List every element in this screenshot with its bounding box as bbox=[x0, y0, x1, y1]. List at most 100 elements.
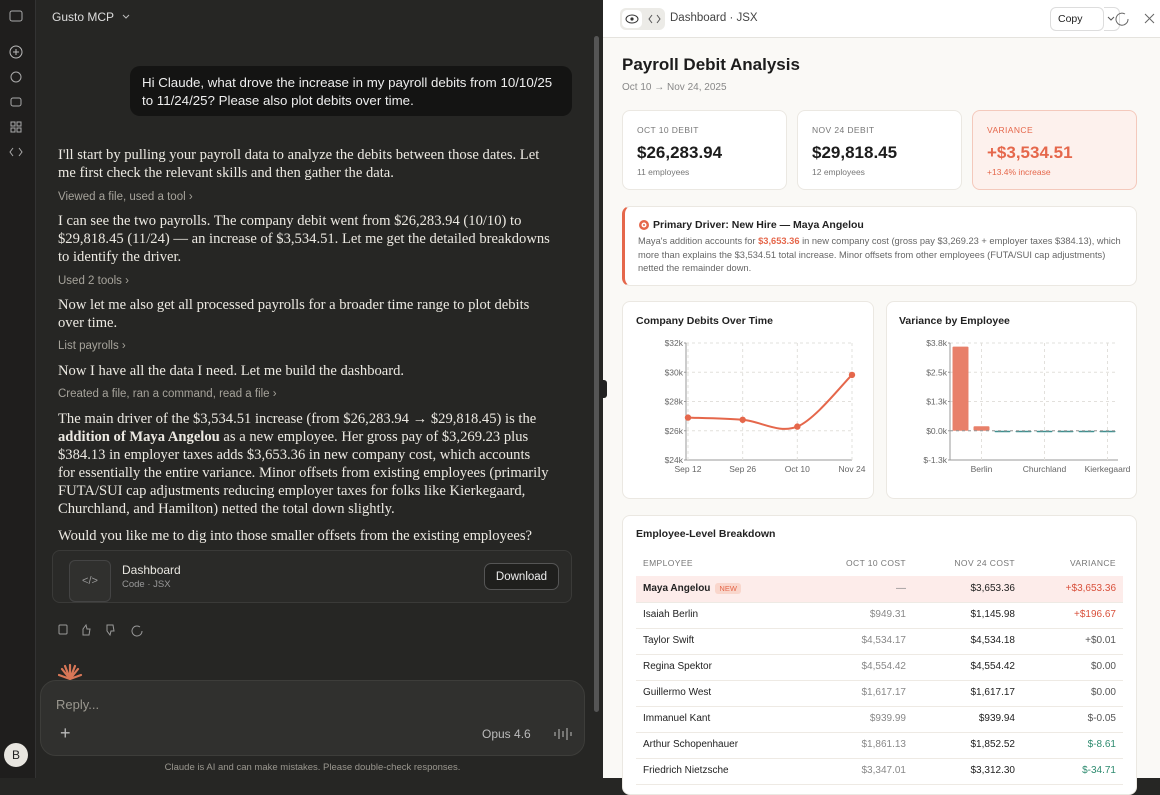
table-row: Immanuel Kant $939.99 $939.94 $-0.05 bbox=[636, 706, 1123, 733]
copy-label: Copy bbox=[1058, 13, 1083, 25]
tool-steps[interactable]: List payrolls bbox=[58, 340, 126, 352]
reply-input[interactable]: Reply... + Opus 4.6 bbox=[40, 680, 585, 756]
nov-24-cell: $3,653.36 bbox=[970, 583, 1016, 594]
table-row: Regina Spektor $4,554.42 $4,554.42 $0.00 bbox=[636, 654, 1123, 681]
variance-cell: +$0.01 bbox=[1085, 635, 1116, 646]
chart-title: Company Debits Over Time bbox=[636, 315, 773, 327]
variance-cell: +$3,653.36 bbox=[1065, 583, 1116, 594]
data-point bbox=[848, 371, 856, 379]
artifact-header: Dashboard · JSX Copy bbox=[603, 0, 1160, 38]
x-tick-label: Sep 26 bbox=[729, 464, 756, 474]
x-tick-label: Berlin bbox=[971, 464, 993, 474]
data-line bbox=[687, 374, 853, 430]
user-message: Hi Claude, what drove the increase in my… bbox=[130, 66, 572, 116]
column-header: VARIANCE bbox=[1069, 558, 1116, 568]
y-tick-label: $26k bbox=[665, 426, 684, 436]
scrollbar[interactable] bbox=[594, 36, 599, 712]
table-card bbox=[622, 515, 1137, 795]
highlight: $3,653.36 bbox=[758, 236, 800, 246]
employee-cell: Taylor Swift bbox=[643, 628, 803, 654]
text: Maya's addition accounts for bbox=[638, 236, 759, 246]
retry-icon[interactable] bbox=[131, 625, 143, 637]
code-thumbnail: </> bbox=[69, 560, 111, 602]
assistant-summary: The main driver of the $3,534.51 increas… bbox=[58, 410, 550, 518]
sidebar-icons: B bbox=[4, 10, 28, 767]
bar bbox=[952, 346, 969, 431]
y-tick-label: $0.0k bbox=[926, 426, 948, 436]
data-point bbox=[684, 414, 692, 421]
copy-menu[interactable] bbox=[1104, 7, 1120, 31]
download-button[interactable]: Download bbox=[484, 563, 559, 590]
refresh-icon[interactable] bbox=[1115, 12, 1129, 26]
oct-10-cell: $4,534.17 bbox=[861, 635, 907, 646]
variance-cell: +$196.67 bbox=[1074, 609, 1116, 620]
model-selector[interactable]: Opus 4.6 bbox=[482, 727, 531, 741]
artifacts-icon[interactable] bbox=[10, 121, 16, 127]
variance-cell: $-8.61 bbox=[1087, 739, 1116, 750]
kpi-note: 12 employees bbox=[812, 167, 865, 177]
x-tick-label: Kierkegaard bbox=[1085, 464, 1131, 474]
driver-title: Primary Driver: New Hire — Maya Angelou bbox=[653, 219, 864, 231]
artifact-title: Dashboard · JSX bbox=[670, 12, 758, 24]
table-row: Isaiah Berlin $949.31 $1,145.98 +$196.67 bbox=[636, 602, 1123, 629]
projects-icon[interactable] bbox=[10, 97, 22, 107]
artifact-title: Dashboard bbox=[122, 563, 181, 577]
y-tick-label: $28k bbox=[665, 397, 684, 407]
tool-steps[interactable]: Created a file, ran a command, read a fi… bbox=[58, 388, 277, 400]
artifact-card[interactable]: </> Dashboard Code · JSX Download bbox=[52, 550, 572, 603]
nov-24-cell: $4,554.42 bbox=[970, 661, 1016, 672]
employee-name: Regina Spektor bbox=[643, 661, 712, 672]
copy-button[interactable]: Copy bbox=[1050, 7, 1104, 31]
driver-callout: Primary Driver: New Hire — Maya Angelou … bbox=[622, 206, 1137, 286]
resize-handle[interactable] bbox=[600, 380, 607, 398]
text: The main driver of the $3,534.51 increas… bbox=[58, 411, 537, 427]
screen: B Gusto MCP Hi Claude, what drove the in… bbox=[0, 0, 1160, 778]
employee-cell: Immanuel Kant bbox=[643, 706, 803, 732]
message-actions bbox=[58, 623, 143, 637]
new-chat-icon[interactable] bbox=[9, 45, 23, 59]
employee-name: Immanuel Kant bbox=[643, 713, 711, 724]
bar bbox=[1036, 430, 1053, 433]
assistant-text: Now let me also get all processed payrol… bbox=[58, 297, 530, 331]
chats-icon[interactable] bbox=[10, 71, 22, 83]
x-tick-label: Churchland bbox=[1023, 464, 1067, 474]
nov-24-cell: $3,312.30 bbox=[970, 765, 1016, 776]
employee-cell: Isaiah Berlin bbox=[643, 602, 803, 628]
bar bbox=[1099, 430, 1116, 433]
tool-steps[interactable]: Used 2 tools bbox=[58, 275, 129, 287]
panel-actions bbox=[1115, 12, 1155, 26]
table-row: Arthur Schopenhauer $1,861.13 $1,852.52 $-8… bbox=[636, 732, 1123, 759]
nov-24-cell: $4,534.18 bbox=[970, 635, 1016, 646]
variance-cell: $0.00 bbox=[1090, 687, 1116, 698]
kpi-value: $26,283.94 bbox=[637, 143, 723, 162]
tool-steps[interactable]: Viewed a file, used a tool bbox=[58, 191, 193, 203]
kpi-card: NOV 24 DEBIT $29,818.45 12 employees bbox=[797, 110, 962, 190]
copy-icon[interactable] bbox=[58, 624, 68, 635]
employee-cell: Arthur Schopenhauer bbox=[643, 732, 803, 758]
employee-cell: Guillermo West bbox=[643, 680, 803, 706]
workspace-name[interactable]: Gusto MCP bbox=[52, 10, 115, 24]
data-point bbox=[794, 423, 801, 430]
thumbs-up[interactable] bbox=[82, 623, 91, 636]
view-toggle[interactable] bbox=[620, 8, 665, 30]
table-row: Guillermo West $1,617.17 $1,617.17 $0.00 bbox=[636, 680, 1123, 707]
toggle-sidebar-icon[interactable] bbox=[9, 10, 23, 22]
chart-card bbox=[886, 301, 1137, 499]
avatar[interactable] bbox=[4, 743, 28, 767]
column-header: EMPLOYEE bbox=[643, 558, 693, 568]
code-icon[interactable] bbox=[9, 147, 23, 157]
thumbs-down[interactable] bbox=[106, 624, 115, 637]
kpi-card: OCT 10 DEBIT $26,283.94 11 employees bbox=[622, 110, 787, 190]
dashboard-subtitle: Oct 10 → Nov 24, 2025 bbox=[622, 82, 727, 93]
nov-24-cell: $1,617.17 bbox=[970, 687, 1016, 698]
voice-icon[interactable] bbox=[553, 726, 573, 742]
table-row: Taylor Swift $4,534.17 $4,534.18 +$0.01 bbox=[636, 628, 1123, 655]
driver-text: Maya's addition accounts for $3,653.36 i… bbox=[638, 235, 1128, 276]
chart-card bbox=[622, 301, 874, 499]
y-tick-label: $3.8k bbox=[926, 338, 948, 348]
attach-button[interactable]: + bbox=[60, 723, 71, 743]
employee-cell: Regina Spektor bbox=[643, 654, 803, 680]
close-icon[interactable] bbox=[1144, 13, 1155, 24]
text: as a new employee. Her gross pay of $3,2… bbox=[58, 429, 549, 517]
variance-cell: $0.00 bbox=[1090, 661, 1116, 672]
